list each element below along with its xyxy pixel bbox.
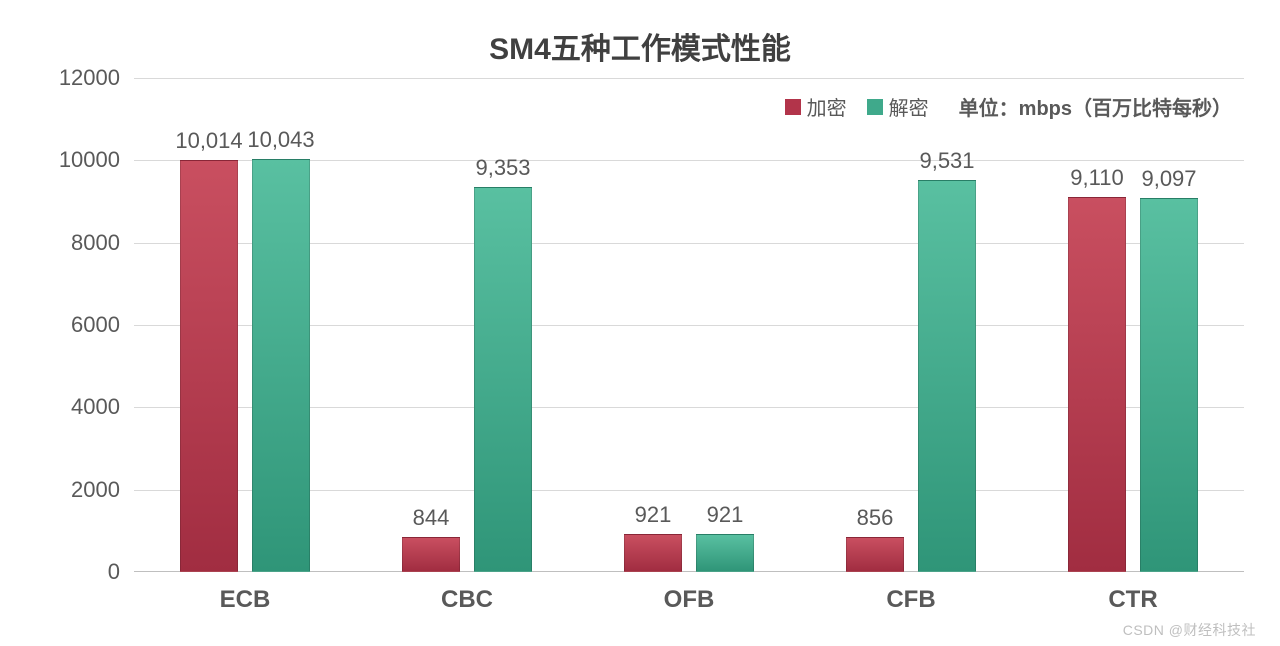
bar-value-label: 9,097 xyxy=(1141,166,1196,192)
y-tick-label: 12000 xyxy=(59,65,120,91)
y-tick-label: 6000 xyxy=(71,312,120,338)
bar-value-label: 10,043 xyxy=(247,127,314,153)
x-category-label: ECB xyxy=(220,586,271,614)
bar-value-label: 844 xyxy=(413,505,450,531)
watermark: CSDN @财经科技社 xyxy=(1123,620,1256,640)
bar-encrypt xyxy=(624,534,682,572)
bar-decrypt xyxy=(696,534,754,572)
plot-area: 020004000600080001000012000ECB10,01410,0… xyxy=(134,78,1244,572)
y-tick-label: 10000 xyxy=(59,147,120,173)
bar-decrypt xyxy=(918,180,976,572)
bar-value-label: 10,014 xyxy=(175,128,242,154)
bar-encrypt xyxy=(1068,197,1126,572)
chart-container: SM4五种工作模式性能 加密 解密 单位：mbps（百万比特每秒） 020004… xyxy=(0,0,1280,646)
bar-value-label: 856 xyxy=(857,505,894,531)
bar-value-label: 921 xyxy=(707,502,744,528)
bar-value-label: 9,531 xyxy=(919,148,974,174)
bar-decrypt xyxy=(474,187,532,572)
y-tick-label: 0 xyxy=(108,559,120,585)
y-tick-label: 4000 xyxy=(71,394,120,420)
bar-encrypt xyxy=(846,537,904,572)
bar-decrypt xyxy=(252,159,310,572)
x-category-label: CFB xyxy=(886,586,935,614)
grid-line xyxy=(134,78,1244,79)
y-tick-label: 2000 xyxy=(71,477,120,503)
bar-encrypt xyxy=(402,537,460,572)
bar-value-label: 9,353 xyxy=(475,155,530,181)
x-category-label: OFB xyxy=(664,586,715,614)
chart-title: SM4五种工作模式性能 xyxy=(0,0,1280,68)
x-category-label: CTR xyxy=(1108,586,1157,614)
bar-value-label: 9,110 xyxy=(1070,165,1123,191)
bar-decrypt xyxy=(1140,198,1198,572)
bar-value-label: 921 xyxy=(635,502,672,528)
x-category-label: CBC xyxy=(441,586,493,614)
y-tick-label: 8000 xyxy=(71,230,120,256)
bar-encrypt xyxy=(180,160,238,572)
